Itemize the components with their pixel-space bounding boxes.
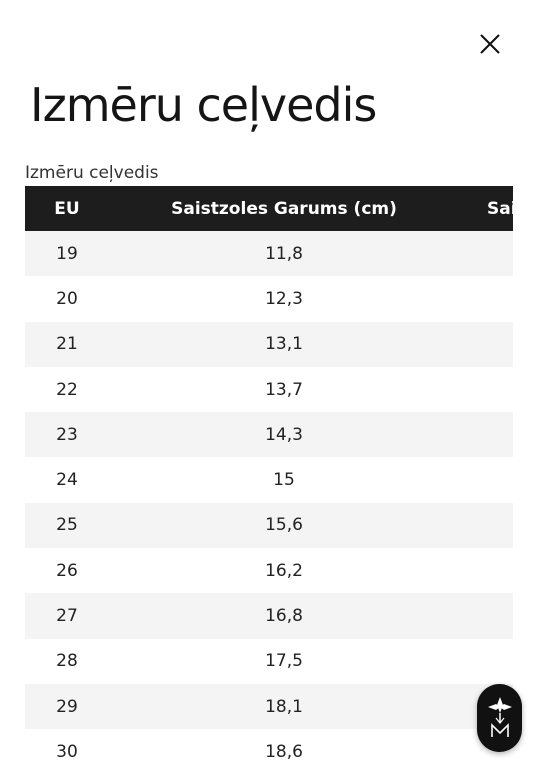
brand-badge-button[interactable] [477, 684, 522, 752]
cell-insole-length: 16,8 [265, 606, 303, 627]
table-row: 22 13,7 5 [25, 366, 513, 413]
table-caption: Izmēru ceļvedis [25, 163, 159, 183]
cell-eu: 20 [56, 288, 78, 309]
header-insole-length: Saistzoles Garums (cm) [171, 198, 397, 219]
table-row: 27 16,8 6 [25, 593, 513, 639]
table-row: 26 16,2 6 [25, 548, 513, 594]
table-row: 25 15,6 6 [25, 502, 513, 549]
cell-eu: 29 [56, 696, 78, 717]
cell-eu: 23 [56, 424, 78, 445]
cell-eu: 27 [56, 606, 78, 627]
cell-insole-length: 13,7 [265, 379, 303, 400]
cell-insole-length: 16,2 [265, 560, 303, 581]
cell-insole-length-2: 4 [459, 231, 513, 276]
cell-insole-length: 18,6 [265, 741, 303, 762]
cell-insole-length: 18,1 [265, 696, 303, 717]
close-button[interactable] [476, 30, 504, 58]
table-row: 21 13,1 5 [25, 321, 513, 367]
cell-insole-length-2 [459, 457, 513, 502]
cell-eu: 24 [56, 470, 78, 491]
cell-insole-length-2: 5 [459, 412, 513, 457]
cell-insole-length-2: 4 [459, 276, 513, 321]
modal-title: Izmēru ceļvedis [30, 78, 377, 132]
cell-insole-length: 14,3 [265, 424, 303, 445]
cell-eu: 22 [56, 379, 78, 400]
table-row: 20 12,3 4 [25, 276, 513, 322]
cell-insole-length: 15,6 [265, 515, 303, 536]
cell-insole-length-2: 6 [459, 639, 513, 684]
cell-eu: 30 [56, 741, 78, 762]
cell-insole-length: 11,8 [265, 243, 303, 264]
size-table: EU Saistzoles Garums (cm) Saistzoles G 1… [25, 186, 513, 768]
cell-insole-length-2: 5 [459, 367, 513, 412]
cell-eu: 21 [56, 334, 78, 355]
cell-eu: 25 [56, 515, 78, 536]
cell-insole-length-2: 6 [459, 548, 513, 593]
cell-insole-length: 15 [273, 470, 295, 491]
close-icon [480, 34, 500, 54]
table-header-row: EU Saistzoles Garums (cm) Saistzoles G [25, 186, 513, 231]
size-table-scroll[interactable]: EU Saistzoles Garums (cm) Saistzoles G 1… [25, 186, 513, 768]
cell-eu: 28 [56, 651, 78, 672]
cell-eu: 26 [56, 560, 78, 581]
cell-insole-length: 12,3 [265, 288, 303, 309]
cell-insole-length-2: 6 [459, 593, 513, 638]
table-row: 28 17,5 6 [25, 638, 513, 684]
table-row: 29 18,1 [25, 683, 513, 730]
cell-insole-length: 17,5 [265, 651, 303, 672]
header-eu: EU [54, 198, 80, 219]
cell-insole-length-2: 5 [459, 322, 513, 367]
table-row: 24 15 [25, 457, 513, 503]
table-row: 23 14,3 5 [25, 412, 513, 458]
cell-insole-length-2: 6 [459, 503, 513, 548]
cell-insole-length: 13,1 [265, 334, 303, 355]
table-row: 19 11,8 4 [25, 231, 513, 277]
brand-logo-icon [487, 697, 512, 737]
header-insole-length-2: Saistzoles G [487, 198, 513, 219]
cell-eu: 19 [56, 243, 78, 264]
